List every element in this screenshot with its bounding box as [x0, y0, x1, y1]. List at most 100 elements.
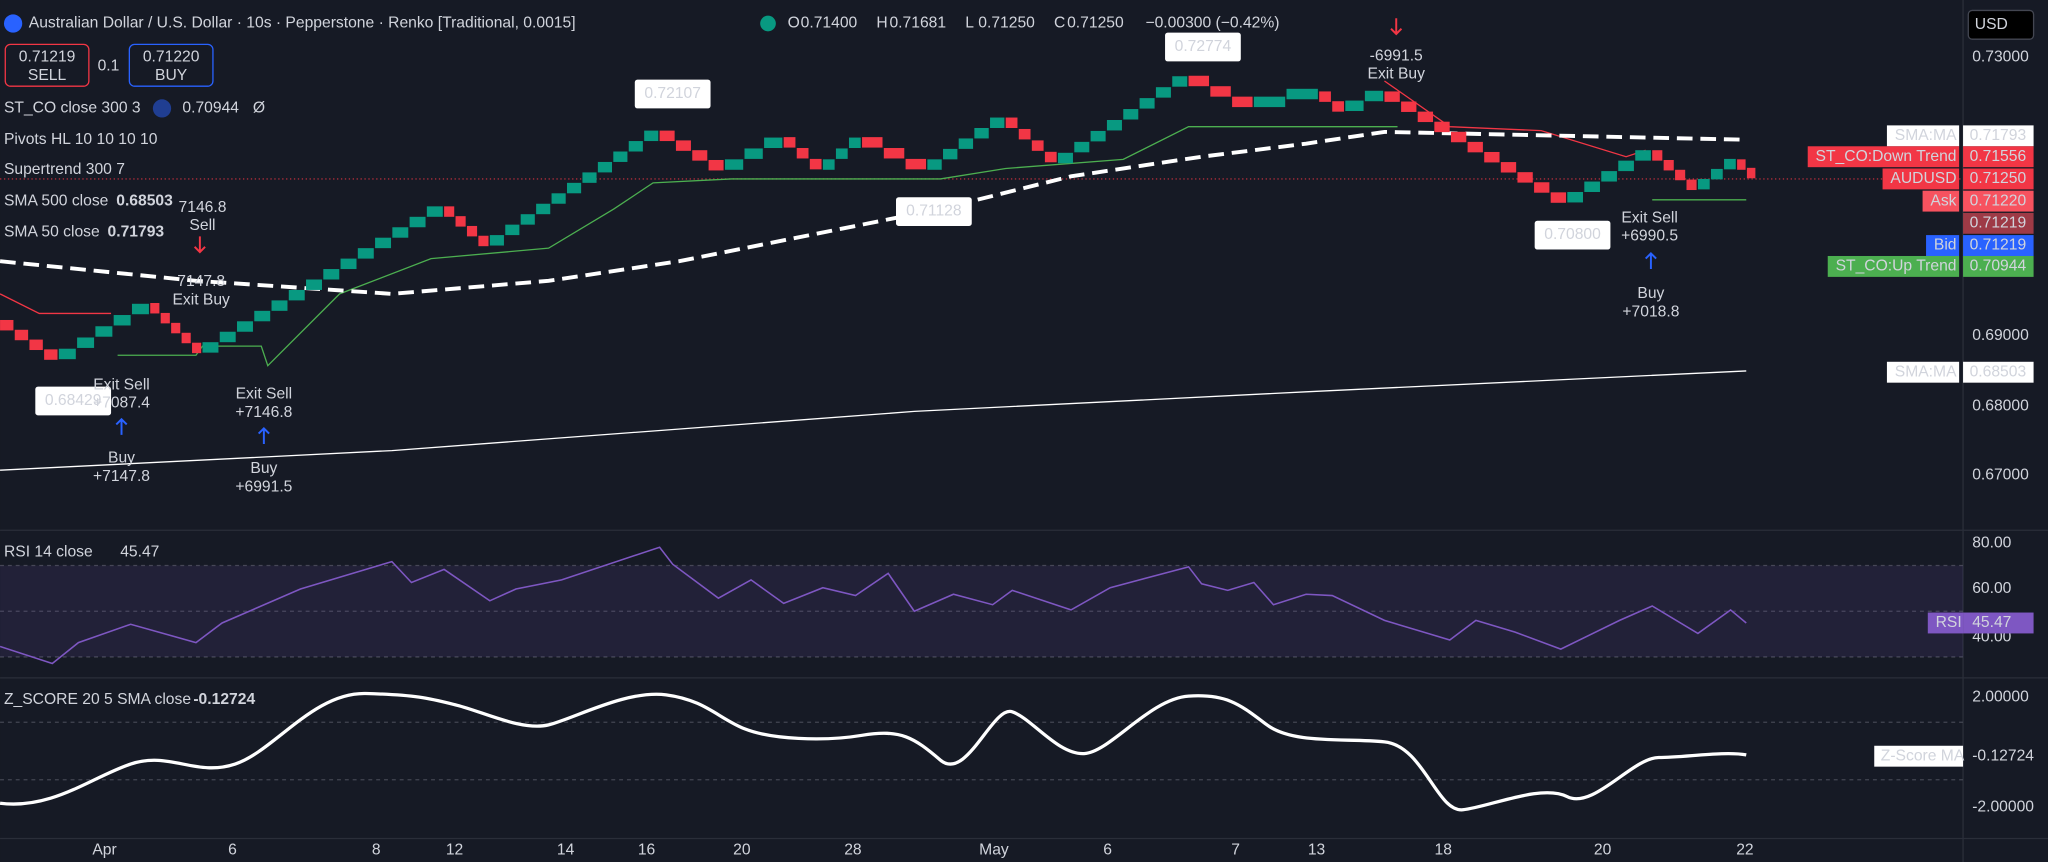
renko-brick — [1534, 182, 1550, 193]
renko-brick — [95, 326, 113, 337]
price-label-value: 0.71219 — [1970, 214, 2027, 231]
time-tick: Apr — [92, 841, 116, 858]
renko-brick — [822, 159, 835, 170]
price-label-value: 0.71793 — [1970, 127, 2027, 144]
renko-brick — [1253, 96, 1286, 108]
price-change: −0.00300 (−0.42%) — [1145, 15, 1279, 32]
signal-arrow — [1644, 251, 1657, 270]
renko-brick — [271, 300, 288, 311]
renko-brick — [764, 137, 783, 149]
renko-brick — [1232, 96, 1253, 108]
price-label-value: 0.71219 — [1970, 237, 2027, 254]
time-tick: 20 — [733, 841, 751, 858]
pivot-price: 0.72107 — [644, 85, 701, 102]
price-label-name: Ask — [1930, 192, 1956, 209]
zscore-label: Z-Score MA — [1881, 747, 1965, 764]
pivot-price: 0.68429 — [45, 392, 102, 409]
renko-brick — [809, 158, 822, 170]
renko-brick — [340, 258, 357, 270]
renko-brick — [1467, 141, 1483, 153]
price-label-value-bg — [1963, 361, 2034, 383]
renko-brick — [1155, 87, 1171, 98]
time-tick: 13 — [1308, 841, 1326, 858]
zscore-axis-value: -0.12724 — [1972, 747, 2034, 764]
signal-text: +7018.8 — [1622, 303, 1679, 320]
renko-brick — [724, 159, 744, 170]
renko-brick — [958, 138, 974, 149]
renko-brick — [883, 148, 905, 159]
indicator-name: SMA 50 close — [4, 224, 100, 241]
pivot-price: 0.72774 — [1175, 38, 1232, 55]
renko-brick — [675, 140, 691, 151]
rsi-value-bg — [1963, 612, 2034, 634]
renko-brick — [1724, 158, 1736, 170]
renko-brick — [927, 159, 942, 170]
rsi-tick: 80.00 — [1972, 534, 2011, 551]
renko-brick — [181, 332, 191, 344]
price-label-value-bg — [1963, 146, 2034, 168]
sell-price: 0.71219 — [19, 49, 76, 66]
signal-arrow — [193, 236, 206, 254]
renko-brick — [1746, 167, 1756, 179]
renko-brick — [1401, 101, 1417, 112]
time-tick: 7 — [1231, 841, 1240, 858]
renko-brick — [77, 337, 95, 348]
renko-brick — [862, 137, 883, 148]
price-tick: 0.73000 — [1972, 49, 2029, 66]
renko-brick — [744, 148, 763, 159]
renko-brick — [974, 127, 989, 139]
renko-brick — [202, 342, 219, 353]
rsi-tick: 60.00 — [1972, 580, 2011, 597]
buy-button[interactable] — [128, 43, 214, 87]
time-tick: 28 — [844, 841, 862, 858]
renko-brick — [1018, 128, 1031, 140]
renko-brick — [1139, 98, 1155, 109]
signal-arrow — [257, 427, 270, 445]
currency-select[interactable] — [1967, 9, 2035, 40]
pivot-callout — [896, 197, 972, 226]
signal-text: Sell — [189, 217, 215, 234]
zscore-line — [0, 691, 1747, 812]
renko-brick — [1074, 141, 1090, 153]
renko-brick — [1635, 150, 1651, 161]
price-label-value: 0.68503 — [1970, 363, 2027, 380]
sell-button[interactable] — [4, 43, 90, 87]
ohlc-value: 0.71250 — [1067, 15, 1124, 32]
renko-brick — [1584, 181, 1600, 192]
ohlc-value: 0.71250 — [978, 15, 1035, 32]
rsi-label-bg — [1927, 612, 1964, 634]
price-label-name-bg — [1926, 235, 1960, 256]
renko-brick — [0, 319, 14, 331]
renko-brick — [14, 329, 29, 341]
renko-brick — [1172, 76, 1188, 87]
signal-text: Exit Sell — [236, 386, 293, 403]
price-label-name: ST_CO:Down Trend — [1816, 148, 1957, 165]
signal-text: +6991.5 — [235, 478, 292, 495]
price-label-name-bg — [1922, 190, 1960, 212]
renko-brick — [1364, 90, 1384, 102]
renko-brick — [1090, 130, 1106, 142]
pivot-callout — [35, 386, 112, 416]
renko-brick — [1106, 119, 1122, 131]
rsi-label: RSI — [1936, 614, 1962, 631]
time-tick: 20 — [1594, 841, 1612, 858]
time-tick: 14 — [557, 841, 575, 858]
supertrend-down — [0, 293, 112, 315]
renko-brick — [160, 312, 170, 324]
renko-brick — [171, 322, 181, 334]
pivot-price: 0.70800 — [1544, 226, 1601, 243]
ohlc-label: L — [965, 15, 974, 32]
renko-brick — [835, 148, 848, 159]
renko-brick — [1618, 160, 1634, 172]
renko-brick — [1210, 86, 1231, 97]
signal-text: 7147.8 — [177, 273, 225, 290]
renko-brick — [357, 248, 374, 259]
time-tick: 18 — [1435, 841, 1453, 858]
zscore-label-bg — [1874, 745, 1964, 767]
renko-brick — [1686, 179, 1697, 191]
signal-text: Buy — [1637, 285, 1664, 302]
time-tick: 6 — [228, 841, 237, 858]
price-label-name-bg — [1886, 361, 1960, 383]
renko-brick — [1675, 169, 1686, 181]
